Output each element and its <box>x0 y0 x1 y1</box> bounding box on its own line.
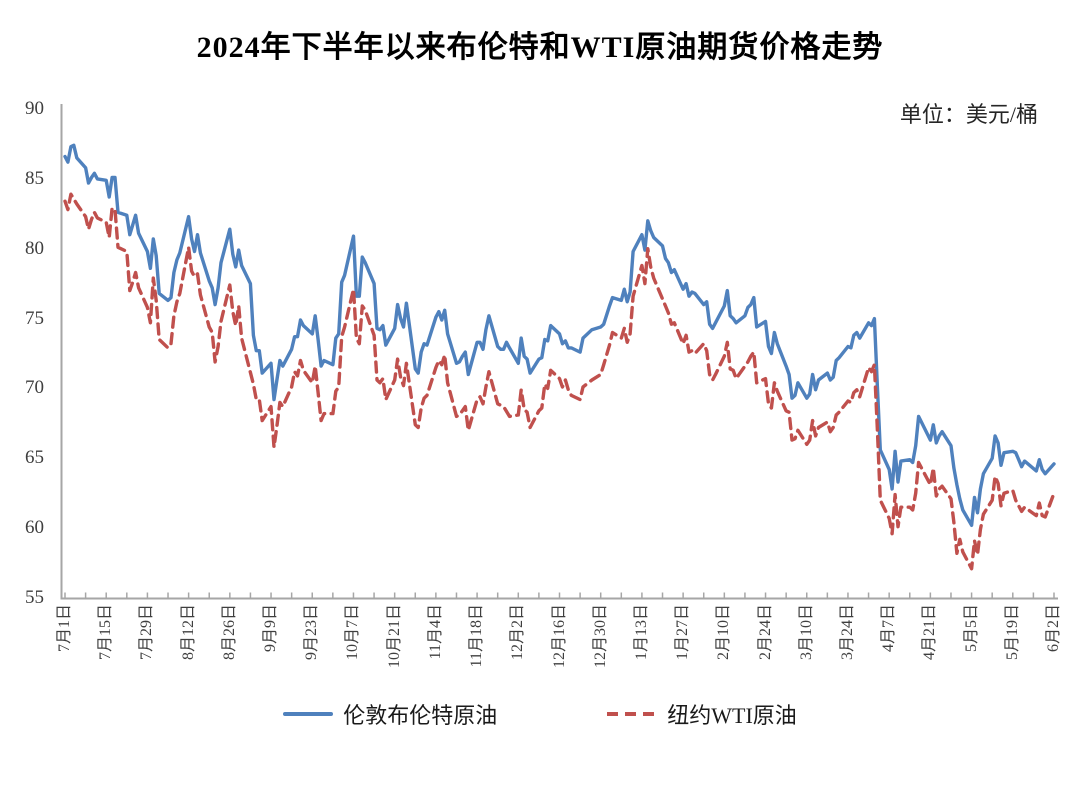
y-axis-label: 85 <box>25 167 44 189</box>
x-axis-label: 12月30日 <box>591 604 609 669</box>
legend: 伦敦布伦特原油 纽约WTI原油 <box>0 698 1080 730</box>
series-lines <box>63 143 1056 571</box>
x-axis-label: 6月2日 <box>1045 604 1062 653</box>
wti-legend-label: 纽约WTI原油 <box>667 703 797 728</box>
unit-label: 单位：美元/桶 <box>899 102 1038 127</box>
x-axis-label: 2月24日 <box>756 604 774 661</box>
x-axis-label: 4月21日 <box>921 604 939 661</box>
x-axis-label: 2月10日 <box>715 604 733 661</box>
line-wti <box>63 192 1056 571</box>
legend-item-wti: 纽约WTI原油 <box>607 698 797 730</box>
y-axis-label: 90 <box>25 98 44 119</box>
y-axis-label: 75 <box>25 307 44 329</box>
y-axis-label: 70 <box>25 377 44 399</box>
x-axis-label: 8月26日 <box>220 604 238 661</box>
x-axis-ticks <box>64 592 1055 599</box>
y-axis-label: 60 <box>25 517 44 539</box>
x-axis-label: 10月21日 <box>385 604 403 669</box>
brent-line-swatch <box>283 712 334 716</box>
x-axis-label: 12月2日 <box>509 604 527 661</box>
legend-item-brent: 伦敦布伦特原油 <box>283 698 497 730</box>
x-axis-label: 7月1日 <box>56 604 73 653</box>
x-axis-label: 4月7日 <box>880 604 898 653</box>
x-axis-label: 9月23日 <box>303 604 321 661</box>
x-axis-label: 1月13日 <box>632 604 650 661</box>
x-axis-label: 3月24日 <box>838 604 856 661</box>
x-axis-label: 10月7日 <box>344 604 362 661</box>
x-axis-label: 5月5日 <box>962 604 980 653</box>
x-axis-label: 11月4日 <box>426 604 444 660</box>
x-axis-label: 7月29日 <box>138 604 156 661</box>
x-axis-label: 3月10日 <box>797 604 815 661</box>
wti-line-swatch <box>607 712 658 716</box>
x-axis-label: 12月16日 <box>550 604 568 669</box>
y-axis-label: 65 <box>25 447 44 469</box>
x-axis-label: 7月15日 <box>97 604 115 661</box>
x-axis-label: 8月12日 <box>179 604 197 661</box>
brent-legend-label: 伦敦布伦特原油 <box>343 703 498 728</box>
x-axis-label: 11月18日 <box>468 604 486 668</box>
line-brent <box>63 143 1056 527</box>
y-axis-label: 80 <box>25 237 44 259</box>
x-axis-label: 9月9日 <box>262 604 280 653</box>
x-axis-label: 1月27日 <box>674 604 692 661</box>
y-axis-label: 55 <box>25 587 44 608</box>
chart-title: 2024年下半年以来布伦特和WTI原油期货价格走势 <box>196 31 884 64</box>
x-axis-label: 5月19日 <box>1003 604 1021 661</box>
